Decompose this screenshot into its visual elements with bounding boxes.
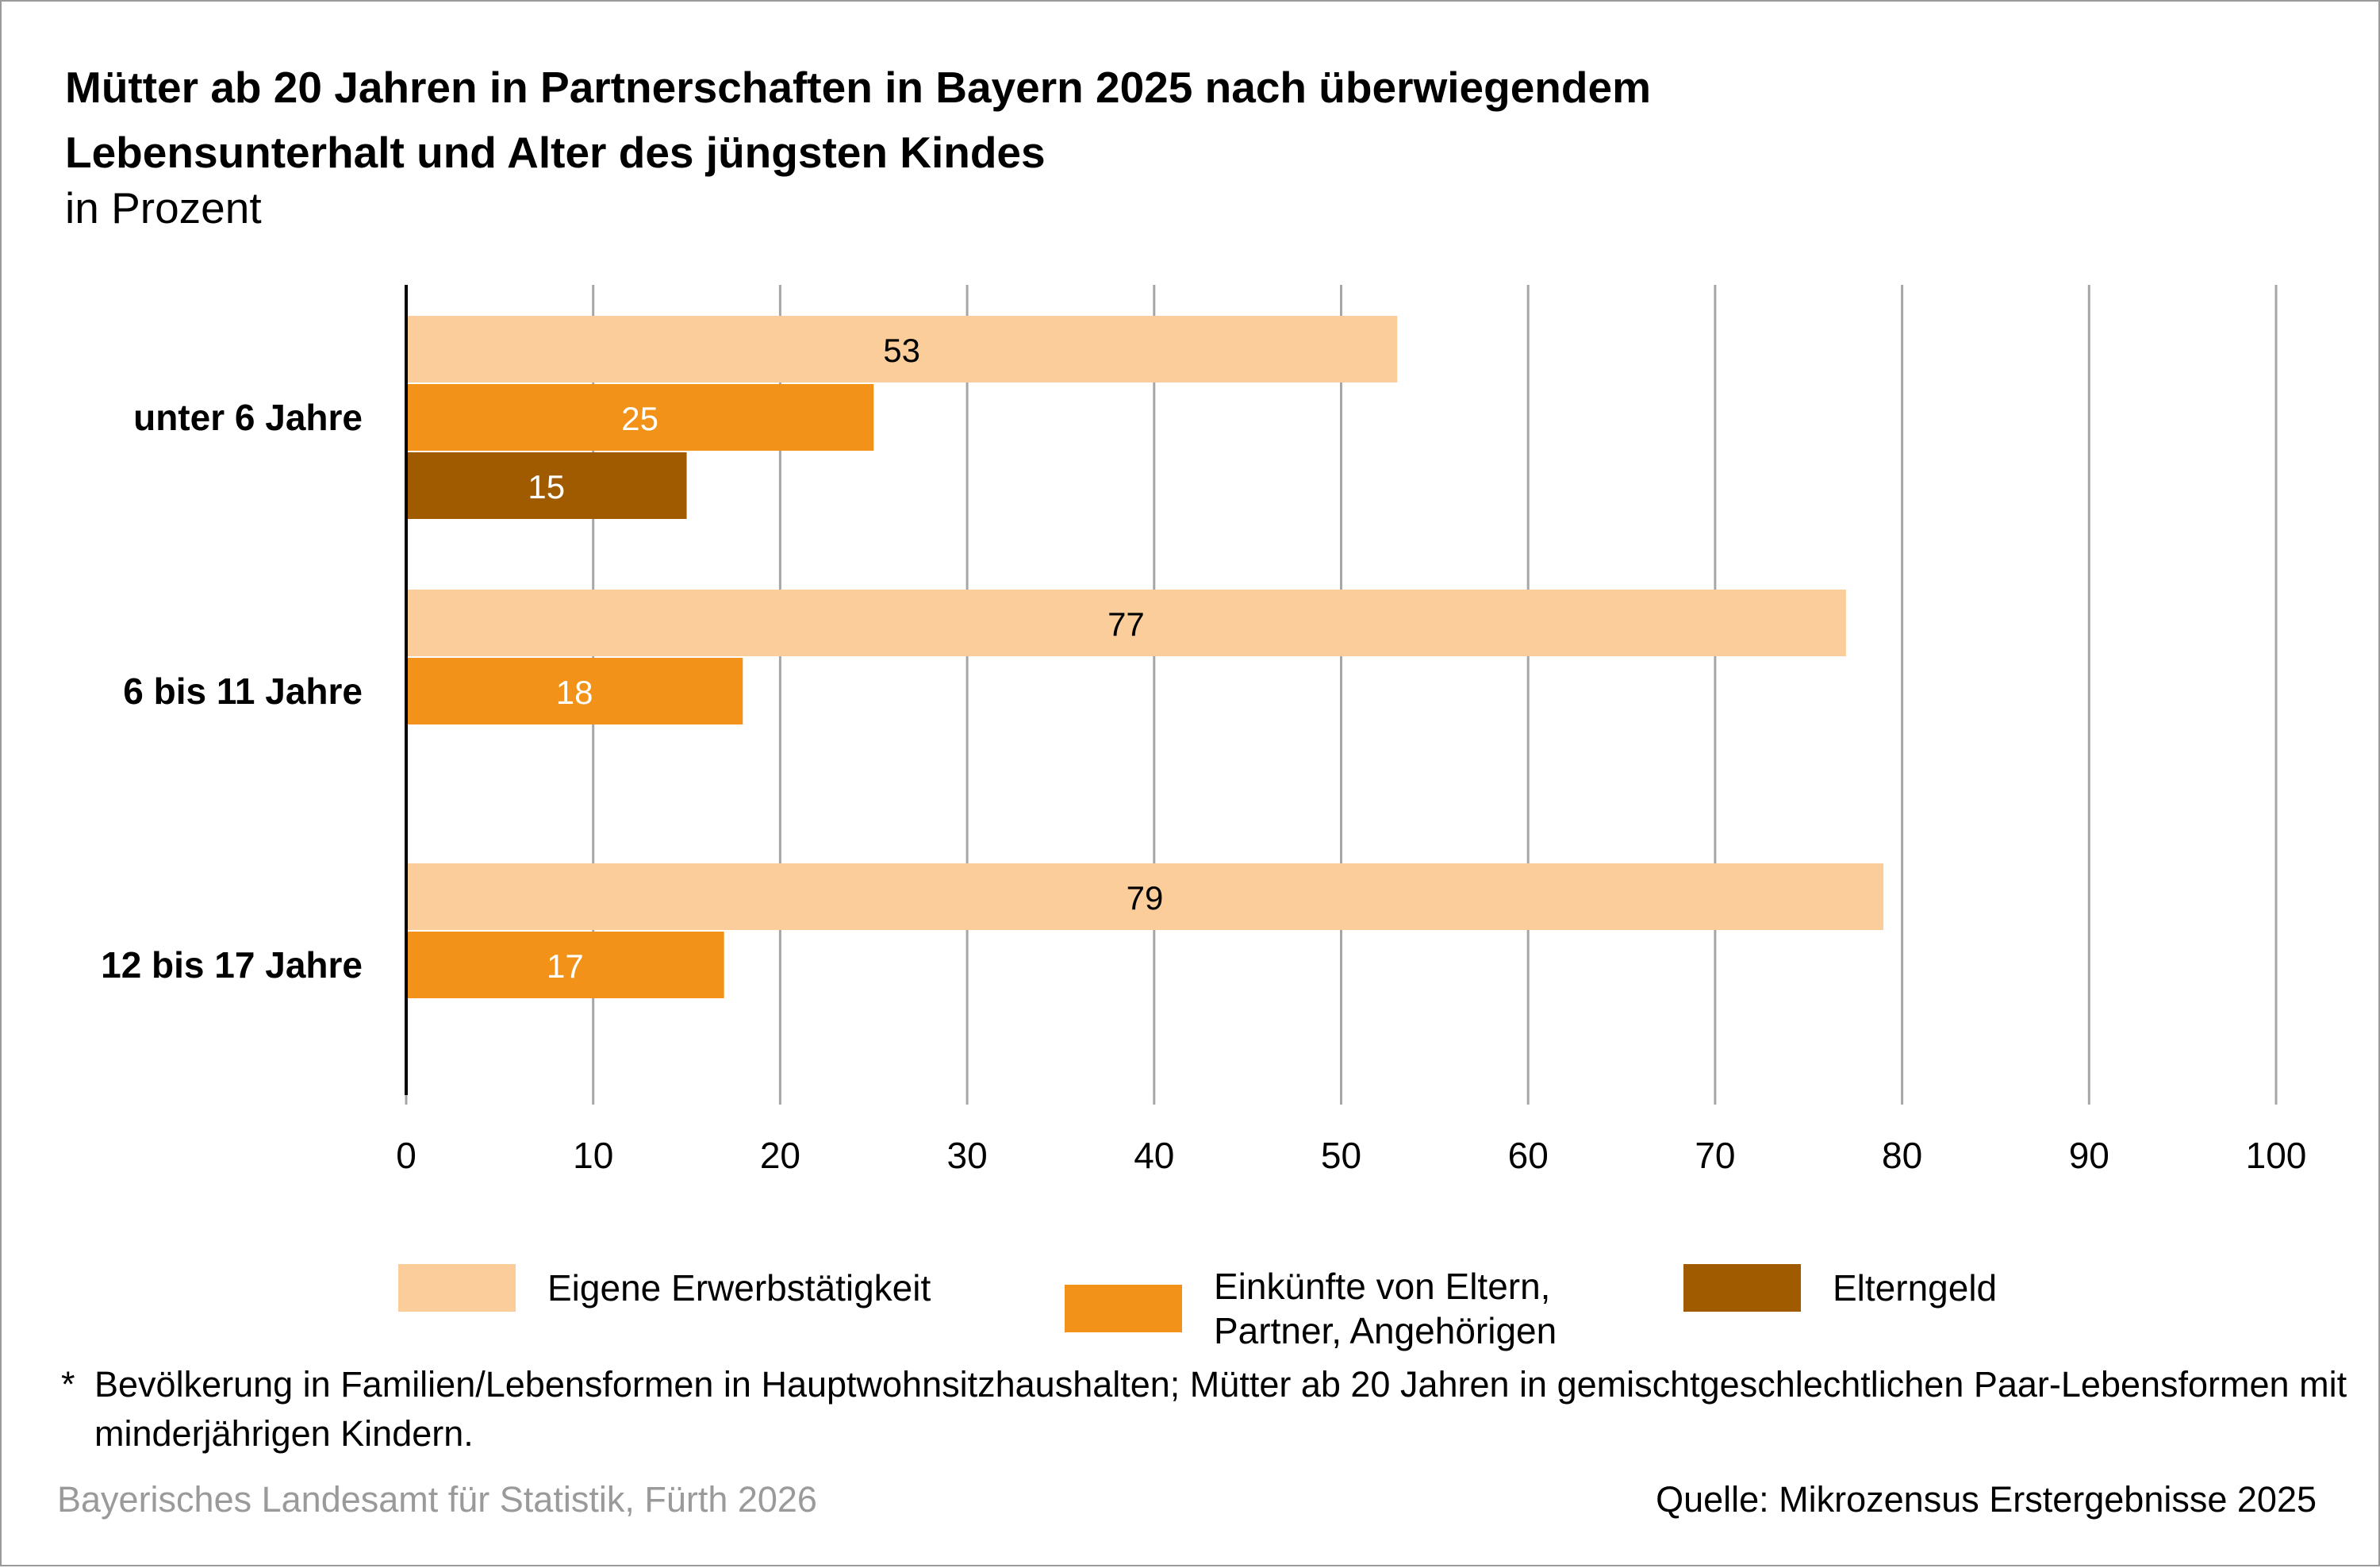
x-tick-label-80: 80 — [1882, 1135, 1922, 1176]
x-tick-label-30: 30 — [947, 1135, 988, 1176]
chart-title-line-1: Mütter ab 20 Jahren in Partnerschaften i… — [65, 63, 1651, 112]
category-label-2: 12 bis 17 Jahre — [101, 944, 363, 986]
bar-2-1 — [406, 932, 724, 998]
publisher-credit: Bayerisches Landesamt für Statistik, Für… — [57, 1479, 817, 1520]
x-tick-label-20: 20 — [760, 1135, 800, 1176]
legend-item-elterngeld: Elterngeld — [1683, 1264, 1997, 1312]
data-label-2-1: 17 — [547, 947, 584, 985]
x-tick-label-60: 60 — [1508, 1135, 1549, 1176]
data-label-2-0: 79 — [1127, 879, 1164, 917]
x-tick-label-100: 100 — [2246, 1135, 2307, 1176]
legend-swatch-eigene-erwerbstaetigkeit — [398, 1264, 516, 1312]
x-tick-label-70: 70 — [1695, 1135, 1735, 1176]
legend-label-elterngeld: Elterngeld — [1833, 1267, 1998, 1309]
bar-1-0 — [406, 590, 1846, 656]
x-tick-label-10: 10 — [573, 1135, 613, 1176]
x-tick-label-40: 40 — [1134, 1135, 1174, 1176]
chart-subtitle: in Prozent — [65, 183, 262, 233]
x-tick-label-90: 90 — [2069, 1135, 2109, 1176]
legend-label-einkuenfte: Einkünfte von Eltern, Partner, Angehörig… — [1214, 1266, 1557, 1351]
legend-swatch-elterngeld — [1683, 1264, 1801, 1312]
bar-0-0 — [406, 316, 1398, 382]
legend-item-eigene-erwerbstaetigkeit: Eigene Erwerbstätigkeit — [398, 1264, 931, 1312]
data-label-0-1: 25 — [621, 400, 658, 437]
chart-title-line-2: Lebensunterhalt und Alter des jüngsten K… — [65, 128, 1046, 177]
footnote-text: Bevölkerung in Familien/Lebensformen in … — [94, 1364, 2347, 1454]
legend-label-eigene-erwerbstaetigkeit: Eigene Erwerbstätigkeit — [547, 1267, 931, 1309]
data-label-1-1: 18 — [556, 674, 593, 711]
data-label-0-2: 15 — [528, 468, 565, 505]
category-label-0: unter 6 Jahre — [133, 397, 363, 438]
source-note: Quelle: Mikrozensus Erstergebnisse 2025 — [1656, 1479, 2317, 1520]
footnote: * Bevölkerung in Familien/Lebensformen i… — [61, 1360, 2363, 1458]
data-label-1-0: 77 — [1107, 605, 1145, 643]
bar-0-1 — [406, 384, 874, 451]
category-label-1: 6 bis 11 Jahre — [123, 671, 363, 712]
footnote-marker: * — [61, 1364, 75, 1405]
x-tick-label-0: 0 — [396, 1135, 416, 1176]
x-tick-label-50: 50 — [1321, 1135, 1361, 1176]
bar-0-2 — [406, 452, 687, 519]
bar-2-0 — [406, 863, 1884, 930]
legend-item-einkuenfte: Einkünfte von Eltern, Partner, Angehörig… — [1065, 1264, 1557, 1353]
bar-1-1 — [406, 658, 743, 724]
legend-swatch-einkuenfte — [1065, 1285, 1182, 1332]
data-label-0-0: 53 — [883, 332, 920, 369]
